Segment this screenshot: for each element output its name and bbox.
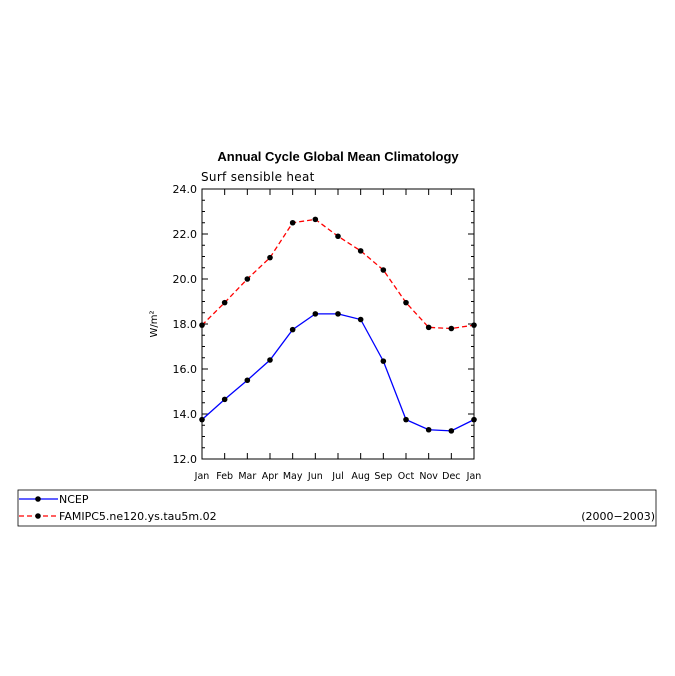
series-line-0 — [201, 313, 475, 432]
y-tick-label: 14.0 — [173, 408, 198, 421]
legend-label-1: FAMIPC5.ne120.ys.tau5m.02 — [59, 510, 217, 523]
series-1-point — [335, 233, 341, 240]
x-tick-label: Dec — [442, 471, 460, 482]
x-tick-label: Mar — [238, 471, 256, 482]
y-tick-label: 24.0 — [173, 183, 198, 196]
y-tick-label: 20.0 — [173, 273, 198, 286]
plot-frame — [201, 188, 475, 460]
series-1-point — [312, 216, 319, 223]
y-axis-label: W/m² — [149, 310, 160, 337]
y-tick-label: 16.0 — [173, 363, 198, 376]
x-tick-label: Jun — [307, 471, 323, 482]
series-0-point — [221, 396, 228, 403]
series-0-point — [425, 426, 432, 433]
x-tick-label: Apr — [262, 471, 279, 482]
period-label: (2000−2003) — [581, 510, 655, 523]
series-1-point — [289, 219, 296, 226]
y-tick-label: 18.0 — [173, 318, 198, 331]
series-1-point — [357, 248, 364, 254]
x-tick-label: Sep — [374, 471, 392, 482]
series-1-point — [267, 254, 273, 261]
series-1-point — [199, 322, 205, 328]
legend-label-0: NCEP — [59, 493, 89, 506]
x-tick-label: Jul — [331, 471, 343, 482]
chart-title: Annual Cycle Global Mean Climatology — [217, 149, 459, 164]
x-tick-label: Jan — [466, 471, 482, 482]
series-0-point — [403, 416, 409, 423]
x-tick-label: Aug — [351, 471, 370, 482]
series-0-point — [199, 416, 205, 423]
series-0-point — [289, 326, 296, 333]
series-0-point — [448, 428, 455, 434]
legend-marker-0 — [35, 496, 41, 502]
series-0-point — [244, 377, 251, 384]
series-0-point — [357, 316, 364, 323]
series-1-point — [425, 324, 432, 331]
series-0-point — [312, 311, 319, 317]
x-tick-label: Oct — [398, 471, 415, 482]
x-tick-label: Jan — [194, 471, 210, 482]
series-0-point — [267, 357, 273, 363]
x-axis-ticks: Jan Feb Mar Apr May Jun Jul Aug Sep Oct Nov Dec Jan — [194, 189, 482, 482]
series-1-point — [403, 299, 409, 306]
y-tick-label: 12.0 — [173, 453, 198, 466]
series-1-point — [380, 267, 387, 273]
x-tick-label: Nov — [419, 471, 438, 482]
data-series — [199, 216, 477, 434]
series-1-point — [221, 299, 228, 306]
legend: NCEP FAMIPC5.ne120.ys.tau5m.02 — [19, 493, 217, 523]
series-0-point — [380, 358, 387, 364]
y-tick-label: 22.0 — [173, 228, 198, 241]
legend-marker-1 — [35, 513, 41, 519]
series-1-point — [448, 325, 455, 332]
legend-box — [17, 489, 657, 527]
series-1-point — [244, 276, 251, 282]
y-axis-ticks: 12.0 14.0 16.0 18.0 20.0 22.0 24.0 — [173, 183, 474, 466]
x-tick-label: Feb — [216, 471, 233, 482]
x-tick-label: May — [283, 471, 303, 482]
series-0-point — [335, 311, 341, 317]
series-1-point — [471, 322, 477, 328]
series-0-point — [471, 416, 477, 423]
chart-subtitle: Surf sensible heat — [201, 170, 315, 184]
